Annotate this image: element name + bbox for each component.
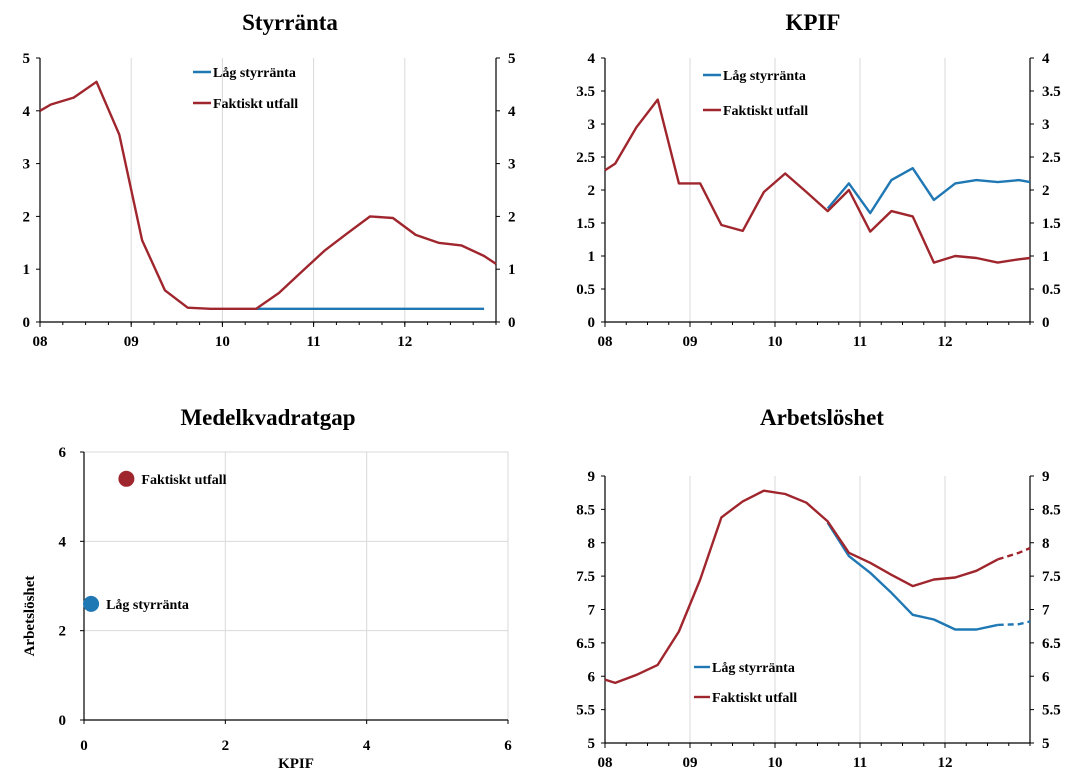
y-axis-label: Arbetslöshet [22,576,38,657]
chart-2: Medelkvadratgap 0 2 4 6 0 2 4 6 KPIF Arbetslöshet F… [22,405,512,772]
series-forecast-line [997,546,1031,561]
x-tick-label: 10 [768,755,783,771]
y-tick-label-left: 0.5 [576,282,595,298]
y-tick-label-left: 8 [588,536,596,552]
x-tick-label: 09 [683,334,698,350]
chart-title: Arbetslöshet [760,405,884,430]
y-tick-label-left: 5 [588,736,596,752]
y-tick-label-right: 5 [508,51,516,67]
series-line-lag-styrranta [826,522,998,631]
y-tick-label-right: 8 [1042,536,1050,552]
y-tick-label-right: 5 [1042,736,1050,752]
y-tick-label-right: 2 [508,209,516,225]
y-tick-label-left: 4 [23,104,31,120]
y-tick-label-right: 3 [508,157,516,173]
y-tick-label-right: 7 [1042,603,1050,619]
y-tick-label-right: 0 [1042,315,1050,331]
legend-label: Faktiskt utfall [712,691,797,706]
x-tick-label: 11 [853,755,867,771]
y-tick-label-left: 3 [23,157,31,173]
y-tick-label-left: 1.5 [576,216,595,232]
y-tick-label-right: 8.5 [1042,502,1061,518]
x-tick-label: 08 [598,755,613,771]
point-label: Låg styrränta [106,598,189,613]
x-tick-label: 11 [853,334,867,350]
y-tick-label-right: 6 [1042,669,1050,685]
y-tick-label-right: 1 [1042,249,1050,265]
x-tick-label: 0 [80,738,88,754]
y-tick-label-left: 0 [588,315,596,331]
y-tick-label-left: 2 [23,209,31,225]
point-label: Faktiskt utfall [141,473,226,488]
y-tick-label-left: 7.5 [576,569,595,585]
y-tick-label-right: 0 [508,315,516,331]
x-tick-label: 12 [397,334,412,350]
y-tick-label-left: 1 [23,262,31,278]
y-tick-label: 2 [59,624,67,640]
legend-label: Låg styrränta [712,661,795,676]
y-tick-label-left: 6 [588,669,596,685]
x-tick-label: 08 [33,334,48,350]
y-tick-label-left: 3 [588,117,596,133]
y-tick-label-right: 1.5 [1042,216,1061,232]
x-tick-label: 10 [768,334,783,350]
y-tick-label-left: 2.5 [576,150,595,166]
legend-label: Faktiskt utfall [213,97,298,112]
x-tick-label: 09 [683,755,698,771]
y-tick-label: 0 [59,713,67,729]
y-tick-label-right: 2.5 [1042,150,1061,166]
chart-title: KPIF [786,10,841,35]
y-tick-label-right: 4 [1042,51,1050,67]
y-tick-label: 6 [59,445,67,461]
x-tick-label: 08 [598,334,613,350]
x-tick-label: 4 [363,738,371,754]
y-tick-label-left: 2 [588,183,596,199]
scatter-point-lag-styrranta [83,595,100,612]
series-forecast-line [997,620,1031,627]
y-tick-label-left: 6.5 [576,636,595,652]
x-tick-label: 2 [222,738,230,754]
chart-title: Medelkvadratgap [180,405,355,430]
x-tick-label: 12 [938,334,953,350]
x-axis-label: KPIF [278,756,314,772]
x-tick-label: 12 [938,755,953,771]
x-tick-label: 11 [307,334,321,350]
series-line-lag-styrranta [826,166,1031,215]
y-tick-label-left: 0 [23,315,31,331]
y-tick-label-right: 5.5 [1042,703,1061,719]
y-tick-label-right: 2 [1042,183,1050,199]
scatter-point-faktiskt-utfall [118,470,135,487]
y-tick-label-right: 0.5 [1042,282,1061,298]
series-line-faktiskt-utfall [39,80,497,310]
chart-3: Arbetslöshet 08 09 10 11 12 5 5 5.5 5.5 6 6 6.5 6.5 7 7… [576,405,1061,771]
y-tick-label-left: 5 [23,51,31,67]
y-tick-label-right: 9 [1042,469,1050,485]
y-tick-label-left: 9 [588,469,596,485]
series-line-faktiskt-utfall [604,489,999,685]
series-line-faktiskt-utfall [604,98,1031,264]
y-tick-label-right: 4 [508,104,516,120]
x-tick-label: 6 [504,738,512,754]
legend-label: Låg styrränta [723,69,806,84]
y-tick-label-right: 3 [1042,117,1050,133]
y-tick-label-left: 8.5 [576,502,595,518]
x-tick-label: 10 [215,334,230,350]
y-tick-label: 4 [59,534,67,550]
y-tick-label-left: 4 [588,51,596,67]
legend-label: Låg styrränta [213,66,296,81]
y-tick-label-right: 3.5 [1042,84,1061,100]
y-tick-label-right: 1 [508,262,516,278]
y-tick-label-left: 5.5 [576,703,595,719]
y-tick-label-right: 6.5 [1042,636,1061,652]
y-tick-label-left: 3.5 [576,84,595,100]
legend-label: Faktiskt utfall [723,104,808,119]
chart-title: Styrränta [242,10,338,35]
y-tick-label-left: 1 [588,249,596,265]
x-tick-label: 09 [124,334,139,350]
y-tick-label-left: 7 [588,603,596,619]
y-tick-label-right: 7.5 [1042,569,1061,585]
